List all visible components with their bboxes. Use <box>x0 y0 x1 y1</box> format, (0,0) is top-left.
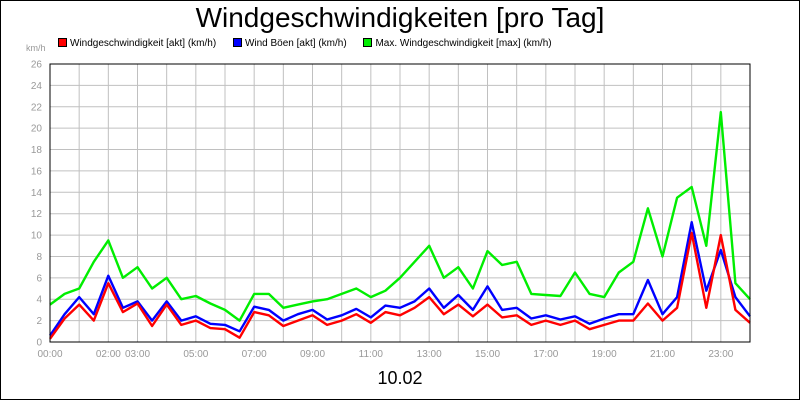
y-tick-label: 8 <box>36 252 42 263</box>
y-tick-label: 14 <box>31 188 43 199</box>
x-tick-label: 17:00 <box>533 349 558 360</box>
y-tick-label: 24 <box>31 81 43 92</box>
x-tick-label: 11:00 <box>359 349 384 360</box>
x-tick-label: 13:00 <box>417 349 442 360</box>
plot-border <box>49 63 751 343</box>
y-tick-label: 6 <box>36 273 42 284</box>
y-tick-label: 20 <box>31 124 43 135</box>
series-line <box>49 231 751 340</box>
chart-legend: Windgeschwindigkeit [akt] (km/h) Wind Bö… <box>58 38 566 49</box>
y-tick-label: 26 <box>31 60 43 71</box>
legend-swatch-blue <box>232 38 242 47</box>
x-tick-label: 02:00 <box>96 349 121 360</box>
x-tick-label: 09:00 <box>300 349 325 360</box>
legend-label-max-windgeschwindigkeit: Max. Windgeschwindigkeit [max] (km/h) <box>375 38 552 49</box>
legend-item-wind-boeen: Wind Böen [akt] (km/h) <box>232 38 347 49</box>
y-tick-label: 16 <box>31 166 43 177</box>
legend-item-windgeschwindigkeit: Windgeschwindigkeit [akt] (km/h) <box>58 38 216 49</box>
x-tick-label: 00:00 <box>37 349 62 360</box>
chart-title: Windgeschwindigkeiten [pro Tag] <box>195 2 605 33</box>
y-tick-label: 4 <box>36 295 42 306</box>
y-tick-label: 2 <box>36 316 42 327</box>
y-tick-label: 22 <box>31 102 43 113</box>
legend-label-wind-boeen: Wind Böen [akt] (km/h) <box>244 38 347 49</box>
y-tick-label: 10 <box>31 231 43 242</box>
legend-swatch-red <box>58 38 67 47</box>
x-tick-label: 07:00 <box>242 349 267 360</box>
y-tick-label: 0 <box>36 338 42 349</box>
x-tick-label: 15:00 <box>475 349 500 360</box>
legend-label-windgeschwindigkeit: Windgeschwindigkeit [akt] (km/h) <box>70 38 217 49</box>
y-axis-unit-label: km/h <box>26 43 46 53</box>
x-tick-label: 19:00 <box>592 349 617 360</box>
x-tick-label: 21:00 <box>650 349 675 360</box>
x-tick-label: 03:00 <box>125 349 150 360</box>
x-tick-label: 05:00 <box>183 349 208 360</box>
series-line <box>49 110 751 322</box>
legend-swatch-green <box>363 38 373 47</box>
y-tick-label: 12 <box>31 209 43 220</box>
y-tick-label: 18 <box>31 145 43 156</box>
x-tick-label: 23:00 <box>708 349 733 360</box>
series-line <box>49 220 751 337</box>
legend-item-max-windgeschwindigkeit: Max. Windgeschwindigkeit [max] (km/h) <box>363 38 552 49</box>
x-axis-date-label: 10.02 <box>377 368 423 388</box>
